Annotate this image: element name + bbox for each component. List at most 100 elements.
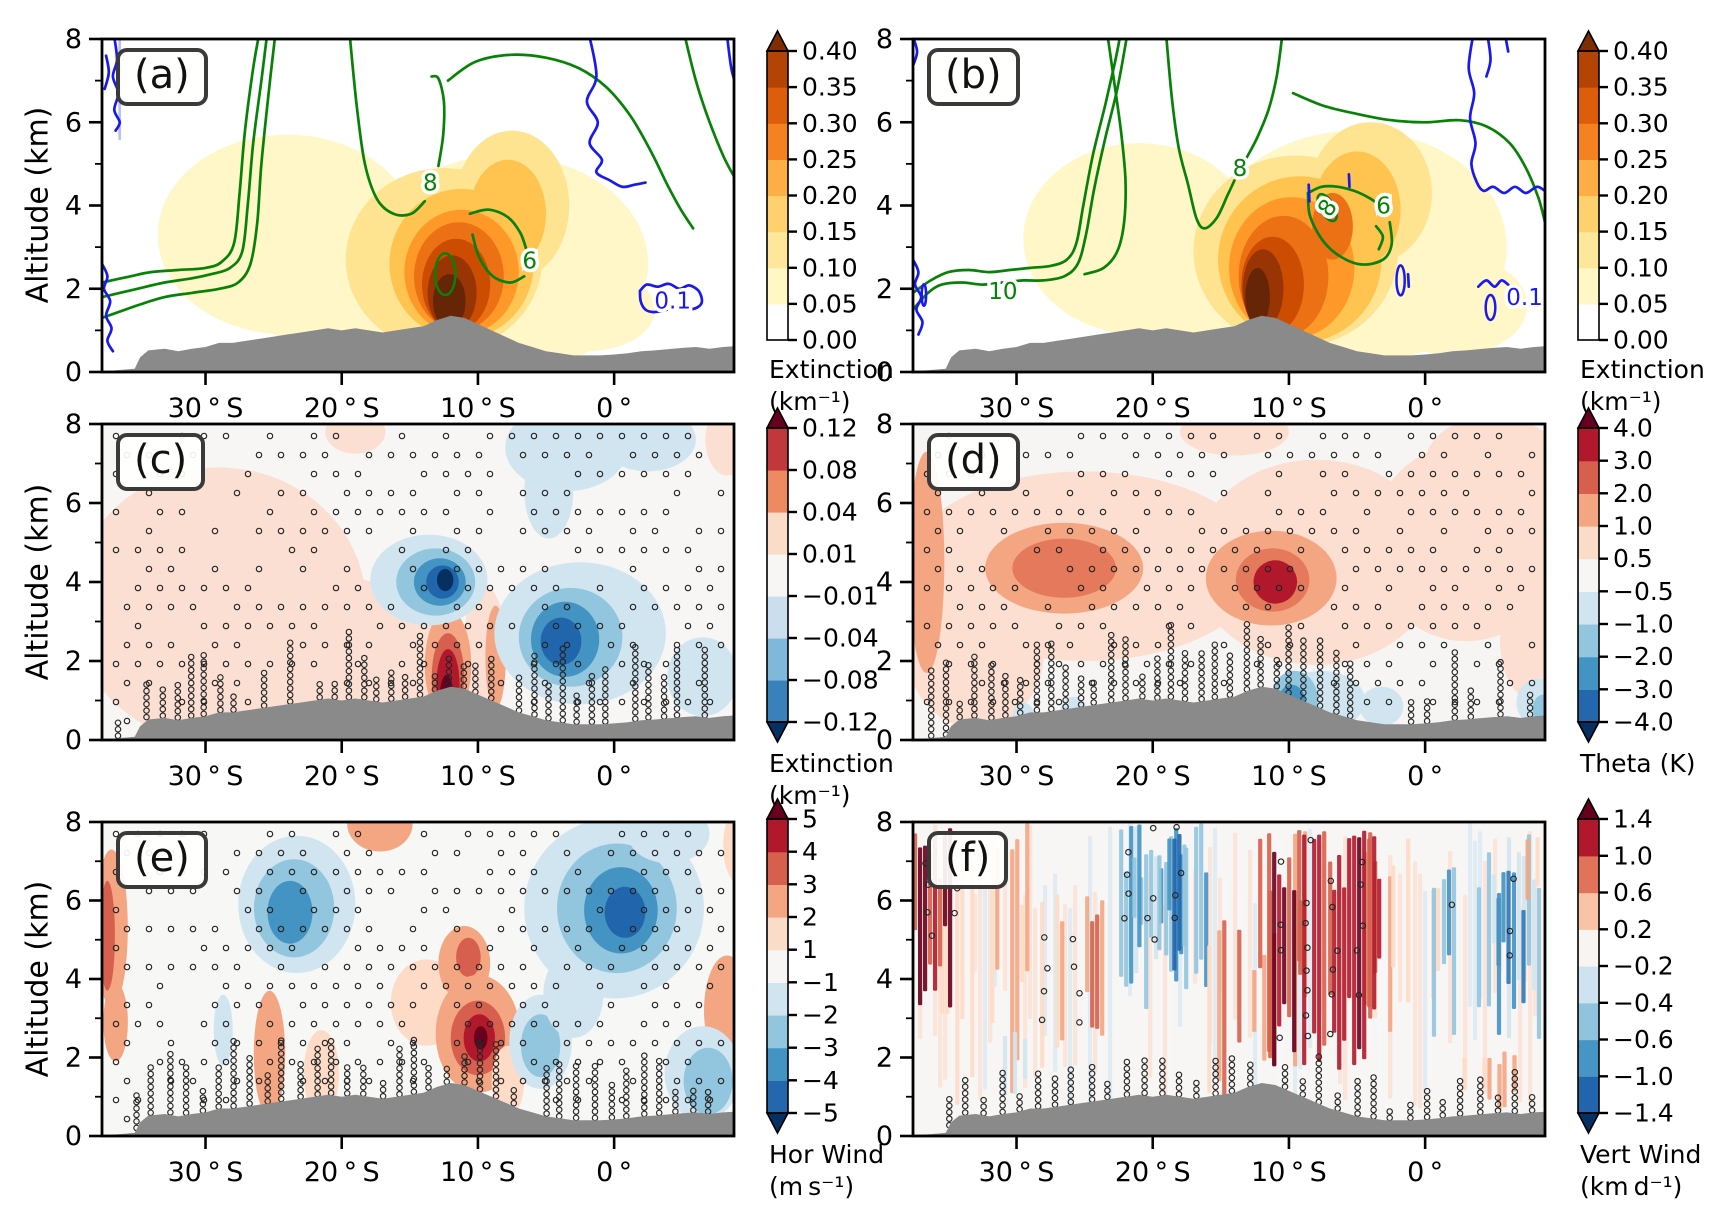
x-tick-label: 10 ° S	[1251, 393, 1327, 424]
y-tick-label: 0	[876, 725, 893, 756]
streak-strip	[1476, 887, 1482, 1008]
colorbar-segment	[1578, 855, 1599, 894]
x-tick-label: 30 ° S	[168, 761, 244, 792]
y-tick-label: 6	[65, 107, 82, 138]
y-tick-label: 8	[65, 409, 82, 440]
colorbar-tick-label: 3	[802, 870, 818, 899]
colorbar-tick-label: −0.12	[802, 708, 879, 737]
panel-d-axes: 30 ° S 20 ° S 10 ° S 0 ° 0 2 4 6 8	[876, 409, 1547, 792]
colorbar-arrow-top	[765, 797, 790, 820]
colorbar-tick-label: 0.08	[802, 456, 858, 485]
colorbar-tick-label: 3.0	[1613, 446, 1653, 475]
contour-ring	[1395, 264, 1406, 297]
streak-strip	[1100, 900, 1105, 1036]
colorbar-outline	[766, 818, 789, 1114]
panel-c-field	[102, 424, 734, 740]
contour-line-green	[430, 74, 446, 168]
colorbar-arrow-bottom	[1576, 1112, 1601, 1135]
contour-fill-blob	[1377, 255, 1528, 356]
colorbar-tick-label: 4.0	[1613, 414, 1653, 443]
y-tick-label: 6	[876, 488, 893, 519]
contour-ring	[433, 252, 457, 297]
colorbar-segment	[767, 884, 788, 918]
y-tick-label: 0	[876, 357, 893, 388]
colorbar-tick-label: 0.12	[802, 414, 858, 443]
colorbar-segment	[1578, 51, 1599, 88]
contour-line-green	[1291, 91, 1545, 224]
streak-strip	[1357, 837, 1362, 1050]
colorbar-title-line: Theta (K)	[1580, 749, 1696, 778]
streak-strip	[1302, 834, 1307, 1066]
colorbar-tick-label: 0.30	[802, 109, 858, 138]
colorbar-segment	[767, 982, 788, 1016]
streak-strip	[1372, 836, 1377, 1010]
colorbar-tick-label: −1.4	[1613, 1099, 1674, 1128]
streak-strip	[1413, 861, 1418, 1106]
y-tick-label: 2	[876, 646, 893, 677]
colorbar-segment	[1578, 591, 1599, 625]
streak-strip	[1282, 887, 1287, 1005]
panel-label-a: (a)	[116, 48, 208, 106]
colorbar-segment	[1578, 656, 1599, 690]
contour-label: 8	[1233, 156, 1248, 182]
streak-strip	[1272, 851, 1277, 1067]
streak-strip	[1292, 890, 1297, 1053]
colorbar-tick-label: 0.35	[1613, 73, 1669, 102]
streak-strip	[1367, 838, 1372, 1008]
colorbar-segment	[1578, 819, 1599, 857]
contour-fill-blob	[524, 443, 574, 539]
y-tick-label: 4	[65, 567, 82, 598]
streak-strip	[918, 847, 923, 1006]
x-tick-label: 0 °	[596, 1157, 632, 1188]
x-tick-label: 0 °	[1407, 1157, 1443, 1188]
colorbar-segment	[767, 1047, 788, 1081]
contour-line-green	[1083, 39, 1127, 276]
streak-strip	[1441, 879, 1447, 965]
streak-strip	[1308, 828, 1313, 1049]
colorbar-tick-label: −3.0	[1613, 675, 1674, 704]
colorbar-tick-label: 0.20	[1613, 181, 1669, 210]
colorbar-tick-label: 0.5	[1613, 544, 1653, 573]
contour-fill-blob	[1312, 193, 1353, 260]
streak-strip	[1347, 838, 1352, 999]
streak-strip	[1119, 829, 1124, 977]
colorbar-title-line: (km⁻¹)	[769, 781, 851, 810]
contour-fill-blob	[102, 880, 115, 991]
y-tick-label: 8	[65, 807, 82, 838]
colorbar-segment	[767, 819, 788, 853]
colorbar-tick-label: −1.0	[1613, 610, 1674, 639]
streak-strip	[1154, 856, 1159, 960]
colorbar-segment	[1578, 624, 1599, 658]
streak-strip	[1312, 839, 1317, 1034]
streak-strip	[1132, 857, 1137, 918]
streak-strip	[1377, 878, 1382, 959]
x-tick-label: 10 ° S	[1251, 761, 1327, 792]
colorbar-segment	[1578, 526, 1599, 560]
contour-fill-blob	[913, 451, 945, 673]
contour-line-blue	[102, 262, 115, 353]
contour-line-green	[1245, 39, 1284, 159]
colorbar-tick-label: −1.0	[1613, 1062, 1674, 1091]
x-tick-label: 20 ° S	[1115, 761, 1191, 792]
x-tick-label: 10 ° S	[440, 1157, 516, 1188]
contour-fill-blob	[1245, 268, 1270, 327]
colorbar-outline	[1577, 427, 1600, 723]
streak-strip	[1124, 871, 1129, 987]
colorbar-arrow-bottom	[1576, 721, 1601, 744]
panel-d-root: 30 ° S 20 ° S 10 ° S 0 ° 0 2 4 6 8	[876, 409, 1547, 792]
colorbar-title-line: Vert Wind	[1580, 1140, 1702, 1169]
streak-strip	[1108, 826, 1113, 1099]
contour-fill-blob	[1012, 538, 1116, 598]
colorbar-title-line: Extinction	[769, 355, 894, 384]
streak-strip	[1287, 857, 1292, 1018]
colorbar-tick-label: 1.0	[1613, 512, 1653, 541]
colorbar-arrow-bottom	[765, 721, 790, 744]
panel-a-axes: 30 ° S 20 ° S 10 ° S 0 ° 0 2 4 6 8	[65, 24, 736, 424]
panel-f-root: 30 ° S 20 ° S 10 ° S 0 ° 0 2 4 6 8	[876, 807, 1547, 1188]
streak-strip	[1025, 822, 1030, 972]
contour-fill-blob	[1253, 560, 1298, 604]
streak-strip	[1482, 1057, 1487, 1088]
streak-strip	[1322, 831, 1327, 1046]
contour-line-blue	[103, 54, 111, 91]
streak-strip	[1332, 889, 1337, 1033]
